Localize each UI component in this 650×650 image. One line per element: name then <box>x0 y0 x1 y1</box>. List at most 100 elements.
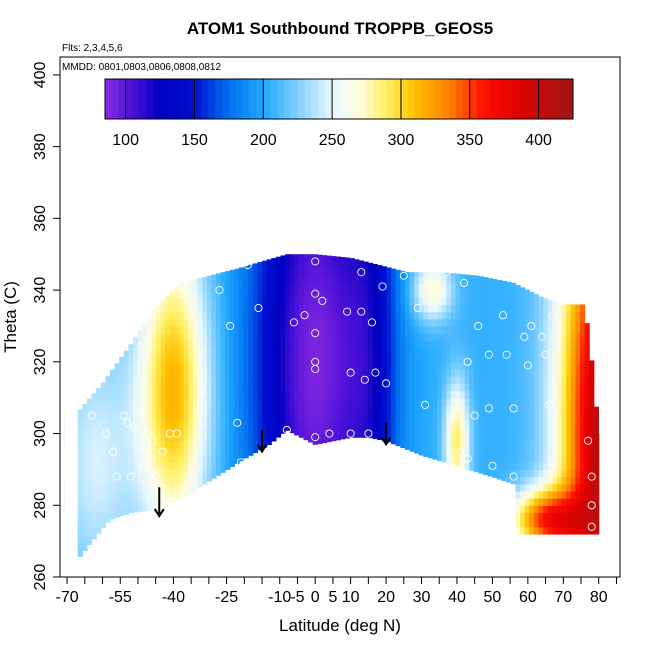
field-cell <box>156 469 162 478</box>
field-cell <box>340 297 346 306</box>
field-cell <box>561 340 567 349</box>
field-cell <box>303 340 309 349</box>
field-cell <box>252 311 259 320</box>
field-cell <box>497 361 503 370</box>
field-cell <box>151 310 157 313</box>
field-cell <box>400 383 406 392</box>
observation-point <box>158 447 167 456</box>
field-cell <box>354 347 360 356</box>
observation-point <box>537 332 547 341</box>
field-cell <box>464 325 470 334</box>
field-cell <box>326 282 332 291</box>
field-cell <box>225 304 231 313</box>
field-cell <box>400 440 406 448</box>
colorbar-segment <box>160 79 168 119</box>
field-cell <box>160 354 166 363</box>
field-cell <box>524 318 530 327</box>
field-cell <box>363 369 369 377</box>
field-cell <box>238 404 245 413</box>
field-cell <box>252 325 259 334</box>
field-cell <box>349 419 355 427</box>
field-cell <box>377 369 383 377</box>
field-cell <box>395 282 401 291</box>
field-cell <box>427 383 434 392</box>
field-cell <box>179 433 185 442</box>
field-cell <box>275 369 282 377</box>
field-cell <box>556 340 563 349</box>
field-cell <box>340 433 346 440</box>
field-cell <box>538 433 544 442</box>
field-cell <box>105 440 111 449</box>
field-cell <box>566 397 572 406</box>
field-cell <box>82 433 88 442</box>
field-cell <box>473 462 480 471</box>
field-cell <box>91 440 97 449</box>
field-cell <box>321 318 328 327</box>
field-cell <box>252 347 259 356</box>
field-cell <box>358 369 364 377</box>
field-cell <box>487 455 494 463</box>
field-cell <box>303 325 309 334</box>
field-cell <box>455 325 461 334</box>
field-cell <box>82 512 88 521</box>
field-cell <box>363 383 369 392</box>
field-cell <box>238 426 245 435</box>
field-cell <box>556 447 563 456</box>
field-cell <box>248 383 254 392</box>
field-cell <box>547 512 553 521</box>
field-cell <box>183 354 189 363</box>
field-cell <box>192 361 199 370</box>
field-cell <box>579 412 586 420</box>
field-cell <box>156 325 162 334</box>
field-cell <box>146 483 153 492</box>
field-cell <box>464 440 470 449</box>
field-cell <box>335 318 341 327</box>
field-cell <box>317 397 323 406</box>
field-cell <box>441 447 447 456</box>
field-cell <box>225 440 231 449</box>
field-cell <box>91 498 97 506</box>
field-cell <box>377 318 383 327</box>
field-cell <box>215 376 222 384</box>
field-cell <box>506 311 512 320</box>
field-cell <box>331 340 337 349</box>
field-cell <box>510 426 517 435</box>
field-cell <box>469 455 475 463</box>
field-cell <box>128 376 134 384</box>
field-cell <box>86 483 93 492</box>
field-cell <box>358 412 364 420</box>
field-cell <box>165 325 171 334</box>
field-cell <box>543 426 549 435</box>
field-cell <box>478 447 484 456</box>
field-cell <box>326 376 332 384</box>
field-cell <box>197 376 203 384</box>
field-cell <box>414 426 420 435</box>
field-cell <box>142 390 148 399</box>
field-cell <box>317 268 323 277</box>
field-cell <box>229 376 235 384</box>
field-cell <box>271 426 277 435</box>
field-cell <box>192 397 199 406</box>
field-cell <box>510 447 517 456</box>
field-cell <box>344 376 351 384</box>
field-cell <box>206 275 212 284</box>
field-cell <box>202 290 208 298</box>
field-cell <box>358 261 364 270</box>
field-cell <box>142 404 148 413</box>
field-cell <box>492 318 498 327</box>
field-cell <box>234 433 240 442</box>
colorbar-frame <box>104 78 574 120</box>
field-cell <box>556 369 563 377</box>
field-cell <box>570 490 576 499</box>
field-cell <box>460 462 466 469</box>
field-cell <box>414 318 420 327</box>
field-cell <box>483 419 489 427</box>
field-cell <box>321 340 328 349</box>
field-cell <box>243 419 249 427</box>
field-cell <box>446 275 452 284</box>
field-cell <box>146 317 153 320</box>
field-cell <box>386 376 392 384</box>
field-cell <box>188 369 194 377</box>
field-cell <box>169 419 176 427</box>
field-cell <box>533 361 540 370</box>
